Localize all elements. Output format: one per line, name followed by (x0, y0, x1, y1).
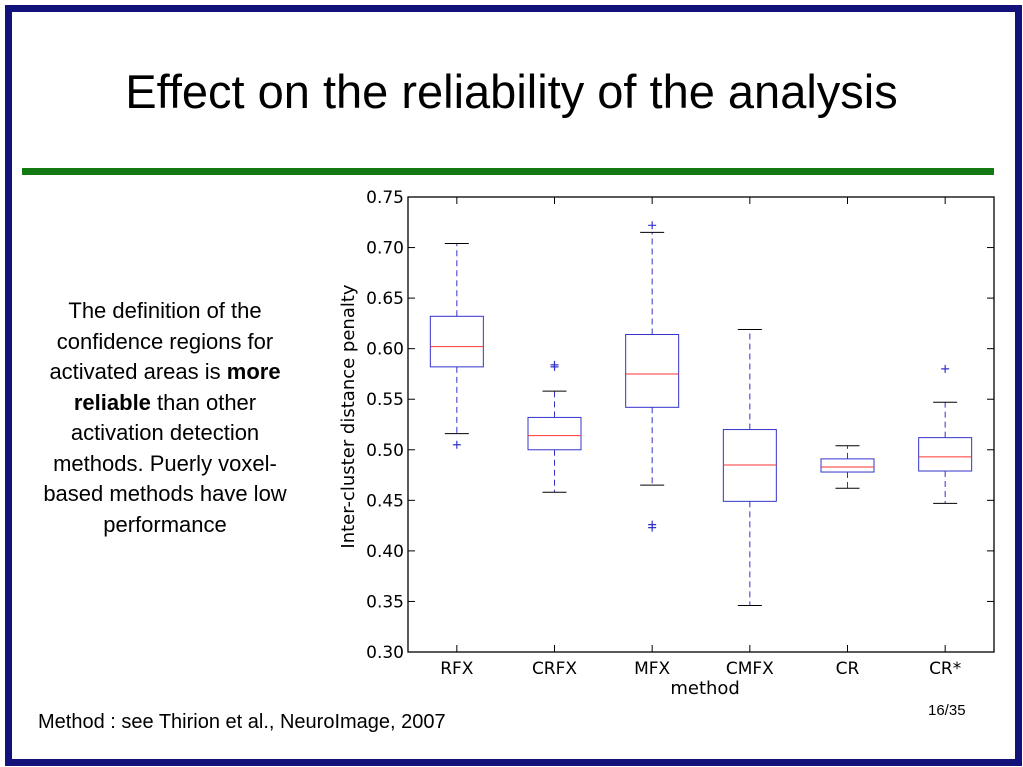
x-tick-label: CRFX (532, 659, 577, 679)
outlier-marker (648, 221, 657, 230)
y-tick-label: 0.75 (366, 188, 404, 208)
x-tick-label: MFX (634, 659, 670, 679)
footnote: Method : see Thirion et al., NeuroImage,… (38, 711, 446, 733)
y-tick-label: 0.45 (366, 491, 404, 511)
box (820, 458, 875, 473)
plot-frame (407, 196, 995, 653)
title-divider (22, 168, 994, 175)
box (429, 315, 484, 368)
outlier-marker (648, 520, 657, 529)
x-axis-label: method (670, 678, 740, 699)
box (918, 437, 973, 472)
y-tick-label: 0.30 (366, 643, 404, 663)
y-tick-label: 0.55 (366, 390, 404, 410)
x-tick-label: CR (836, 659, 860, 679)
y-tick-label: 0.60 (366, 340, 404, 360)
slide-frame (5, 5, 1022, 766)
slide-title: Effect on the reliability of the analysi… (125, 65, 898, 118)
outlier-marker (550, 360, 559, 369)
y-tick-label: 0.70 (366, 239, 404, 259)
body-text-part1: The definition of the confidence regions… (49, 298, 274, 384)
y-tick-label: 0.65 (366, 289, 404, 309)
y-tick-label: 0.35 (366, 592, 404, 612)
box (625, 334, 680, 408)
x-tick-label: RFX (440, 659, 474, 679)
outlier-marker (452, 440, 461, 449)
box (527, 416, 582, 451)
page-number: 16/35 (928, 702, 966, 719)
y-tick-label: 0.40 (366, 542, 404, 562)
box (722, 429, 777, 502)
body-text-part2: than other activation detection methods.… (43, 389, 287, 537)
x-tick-label: CR* (929, 659, 961, 679)
body-text: The definition of the confidence regions… (34, 296, 296, 540)
x-tick-label: CMFX (726, 659, 774, 679)
y-axis-label: Inter-cluster distance penalty (338, 284, 359, 549)
body-text-emphasis: more reliable (73, 359, 281, 415)
y-tick-label: 0.50 (366, 441, 404, 461)
boxplot-chart: 0.30 0.35 0.40 0.45 0.50 0.55 0.60 0.65 0.70 0.75… (338, 188, 995, 699)
outlier-marker (941, 364, 950, 373)
